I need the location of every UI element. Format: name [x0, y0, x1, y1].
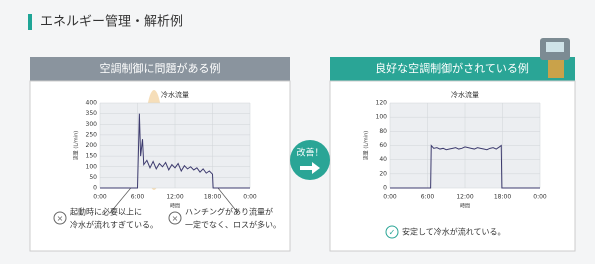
- y-tick-label: 40: [379, 156, 387, 163]
- y-tick-label: 250: [86, 131, 98, 138]
- y-tick-label: 400: [86, 100, 98, 107]
- title-bar: [28, 14, 32, 30]
- y-tick-label: 20: [379, 170, 387, 177]
- badge: [290, 140, 330, 180]
- y-axis-label: 流量 (L/min): [363, 131, 370, 160]
- chart-title: 冷水流量: [161, 90, 189, 99]
- annotation: 安定して冷水が流れている。: [402, 227, 506, 237]
- y-tick-label: 80: [379, 128, 387, 135]
- badge-text: 改善！: [296, 147, 323, 159]
- x-tick-label: 0:00: [533, 194, 547, 201]
- panel-title: 空調制御に問題がある例: [100, 61, 221, 75]
- y-tick-label: 0: [93, 185, 97, 192]
- x-axis-label: 時間: [460, 204, 470, 210]
- y-tick-label: 60: [379, 142, 387, 149]
- x-tick-label: 0:00: [383, 194, 397, 201]
- annotation: 起動時に必要以上に: [70, 207, 142, 217]
- x-tick-label: 0:00: [93, 194, 107, 201]
- x-tick-label: 12:00: [166, 194, 183, 201]
- y-axis-label: 流量 (L/min): [73, 131, 80, 160]
- x-tick-label: 6:00: [131, 194, 145, 201]
- y-tick-label: 50: [89, 174, 97, 181]
- y-tick-label: 200: [86, 142, 98, 149]
- y-tick-label: 100: [376, 114, 388, 121]
- y-tick-label: 350: [86, 110, 98, 117]
- chart-title: 冷水流量: [451, 90, 479, 99]
- y-tick-label: 100: [86, 163, 98, 170]
- annotation: 一定でなく、ロスが多い。: [185, 220, 281, 230]
- y-tick-label: 300: [86, 121, 98, 128]
- note-icon-mark: ×: [57, 214, 64, 223]
- note-icon-mark: ×: [172, 214, 179, 223]
- page-title: エネルギー管理・解析例: [40, 15, 183, 30]
- x-axis-label: 時間: [170, 204, 180, 210]
- x-tick-label: 12:00: [456, 194, 473, 201]
- x-tick-label: 6:00: [421, 194, 435, 201]
- y-tick-label: 120: [376, 100, 388, 107]
- y-tick-label: 0: [383, 185, 387, 192]
- note-icon-mark: ✓: [389, 228, 396, 237]
- panel-title: 良好な空調制御がされている例: [375, 61, 529, 75]
- x-tick-label: 0:00: [243, 194, 257, 201]
- x-tick-label: 18:00: [494, 194, 511, 201]
- infographic: エネルギー管理・解析例 空調制御に問題がある例 良好な空調制御がされている例 改…: [0, 0, 595, 264]
- annotation: 冷水が流れすぎている。: [70, 220, 158, 230]
- y-tick-label: 150: [86, 153, 98, 160]
- x-tick-label: 18:00: [204, 194, 221, 201]
- annotation: ハンチングがあり流量が: [185, 207, 273, 217]
